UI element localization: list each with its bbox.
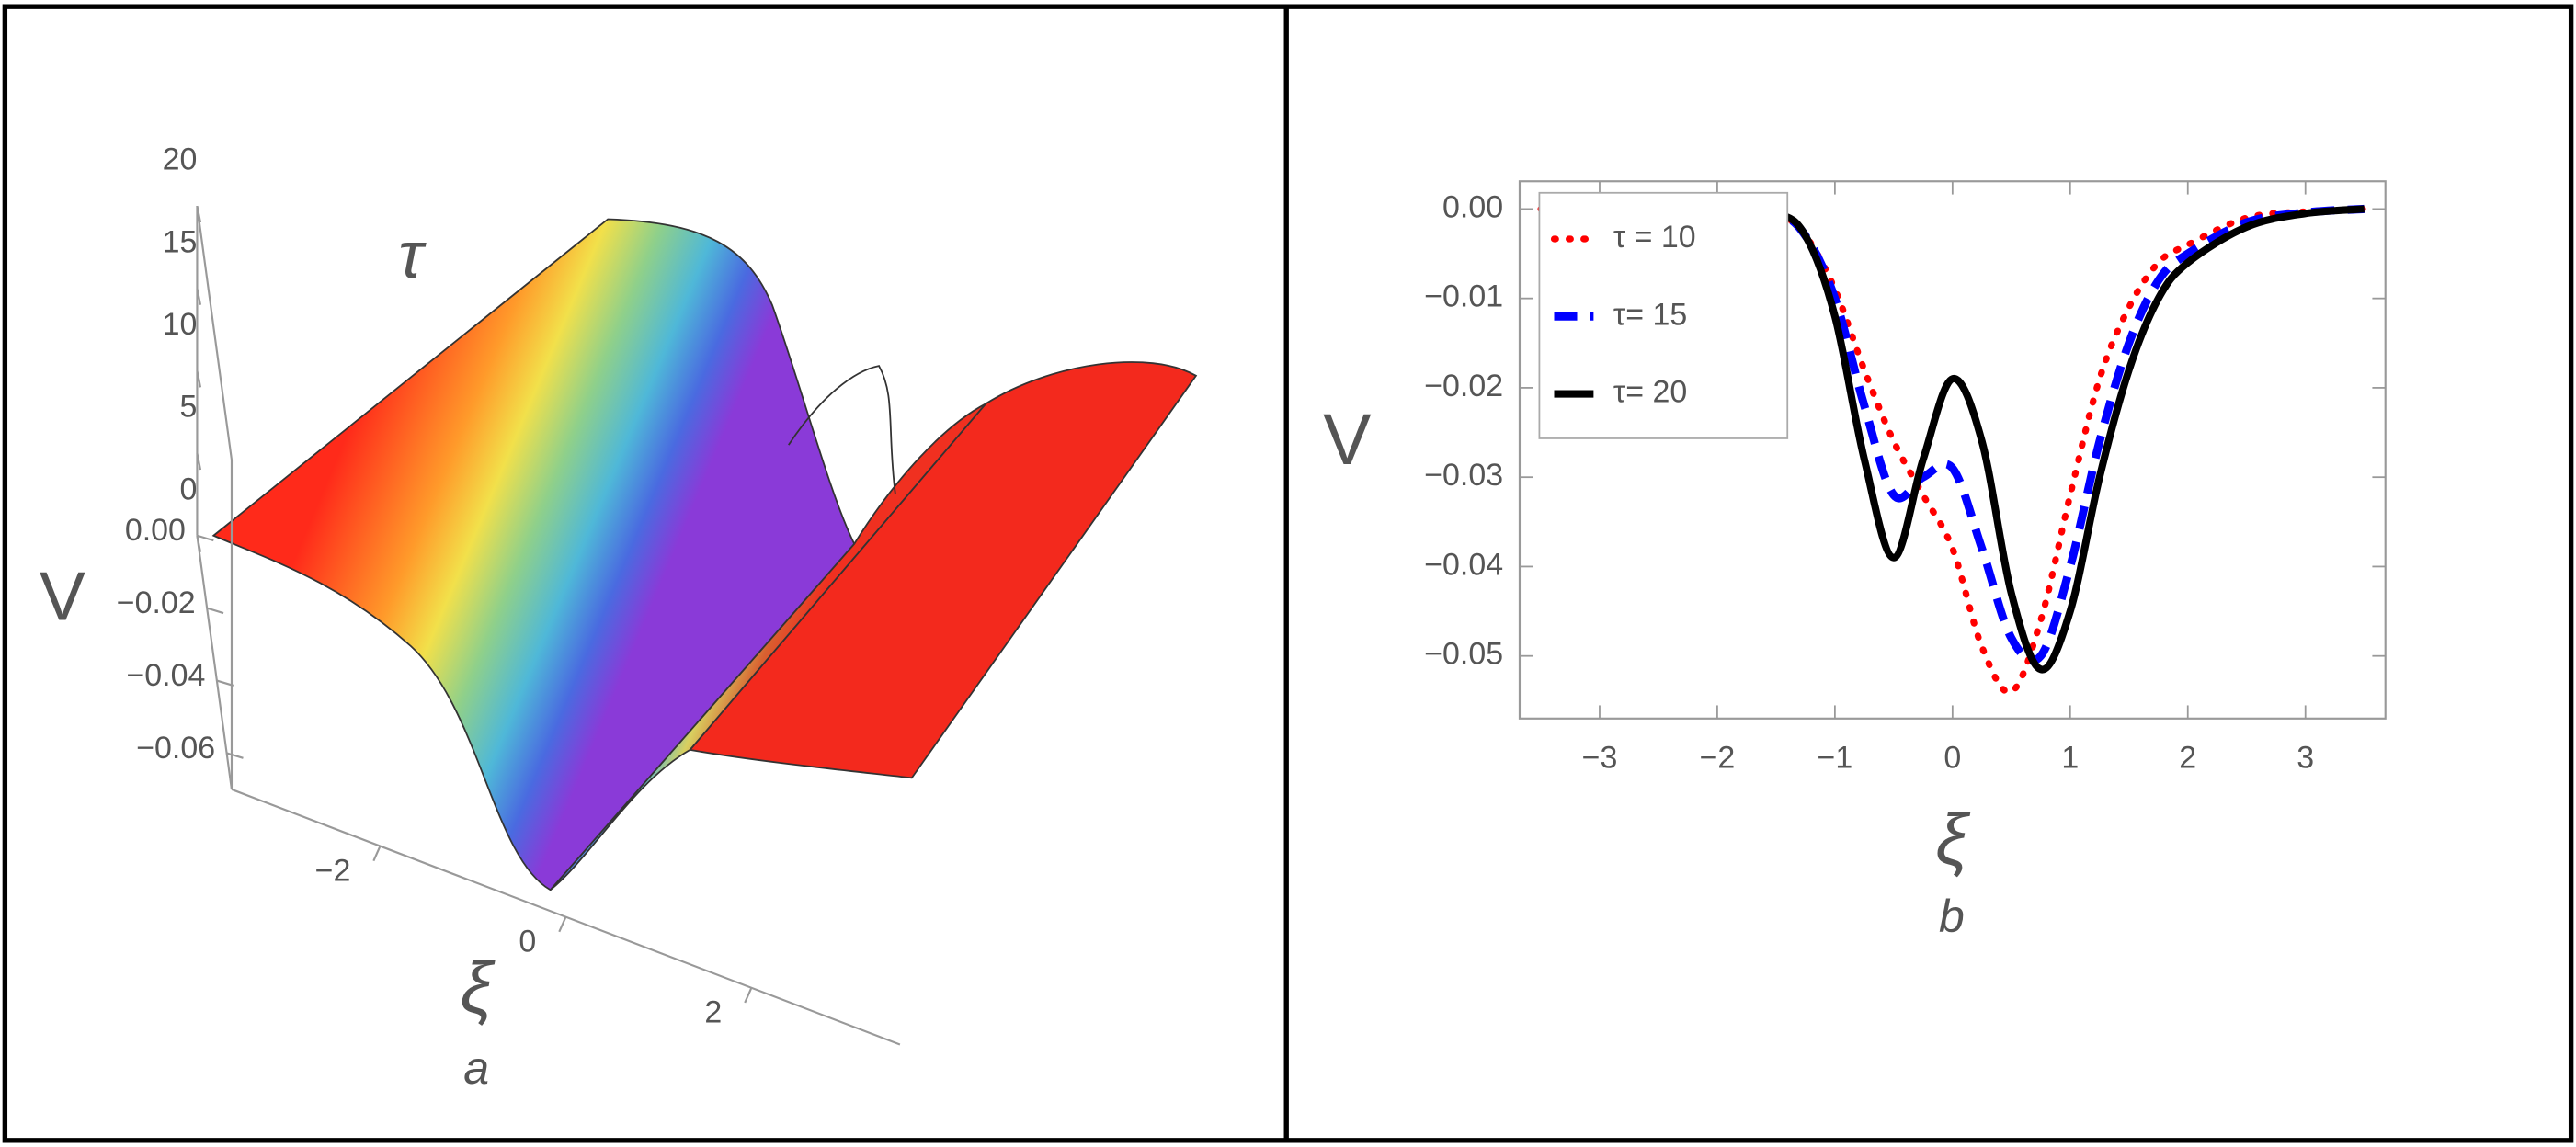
y-tick xyxy=(196,288,202,305)
x-tick xyxy=(744,987,753,1004)
legend-label: τ= 15 xyxy=(1613,297,1687,332)
surface-left-slope xyxy=(211,218,856,891)
x-tick-label: 2 xyxy=(704,994,722,1029)
y-tick-label: 20 xyxy=(163,142,198,177)
surface xyxy=(211,218,1198,891)
z-tick-label: −0.04 xyxy=(126,658,205,693)
y-tick-label: 15 xyxy=(163,224,198,259)
x-axis-label: ξ xyxy=(461,948,496,1028)
z-tick xyxy=(197,534,214,542)
x-tick xyxy=(558,916,567,933)
surface-right-plateau xyxy=(688,361,1198,779)
y-tick-label: −0.05 xyxy=(1424,637,1503,672)
y-tick-label: 0.00 xyxy=(1442,189,1503,224)
surface-right-wall xyxy=(549,403,986,891)
x-tick-label: 0 xyxy=(1943,741,1961,776)
x-axis xyxy=(231,788,901,1046)
x-tick-label: 0 xyxy=(519,924,536,959)
series-line xyxy=(1537,205,2368,696)
y-tick xyxy=(196,370,202,388)
x-tick-label: −3 xyxy=(1582,741,1618,776)
z-tick-label: −0.06 xyxy=(136,731,215,766)
box-edge xyxy=(196,205,234,460)
panel-label: a xyxy=(463,1042,489,1094)
x-tick-label: −2 xyxy=(315,853,351,888)
x-axis-label: ξ xyxy=(1935,800,1971,880)
x-tick-label: −2 xyxy=(1700,741,1736,776)
legend-label: τ= 20 xyxy=(1613,375,1687,410)
x-tick-label: 3 xyxy=(2297,741,2314,776)
x-tick xyxy=(372,846,382,862)
y-tick-label: −0.01 xyxy=(1424,279,1503,314)
x-tick-label: 2 xyxy=(2179,741,2196,776)
y-tick-label: −0.03 xyxy=(1424,458,1503,493)
y-tick-label: 5 xyxy=(180,390,198,425)
z-tick xyxy=(206,607,224,615)
z-axis-label: V xyxy=(40,557,85,634)
legend-label: τ = 10 xyxy=(1613,220,1696,255)
x-tick-label: −1 xyxy=(1818,741,1853,776)
z-tick-label: −0.02 xyxy=(117,585,196,620)
y-tick xyxy=(196,535,202,552)
panel-label: b xyxy=(1939,891,1965,942)
z-tick xyxy=(216,679,234,687)
y-tick-label: 10 xyxy=(163,307,198,342)
y-axis-label: V xyxy=(1323,399,1372,480)
z-tick xyxy=(226,752,244,759)
y-tick xyxy=(196,205,202,223)
z-axis xyxy=(196,535,234,790)
y-axis-label: τ xyxy=(398,219,427,292)
surface-ridge xyxy=(788,365,896,495)
x-tick-label: 1 xyxy=(2061,741,2079,776)
y-tick-label: 0 xyxy=(180,471,198,506)
y-tick xyxy=(196,452,202,471)
y-tick-label: −0.04 xyxy=(1424,547,1503,582)
y-tick-label: −0.02 xyxy=(1424,369,1503,403)
z-tick-label: 0.00 xyxy=(125,513,186,548)
